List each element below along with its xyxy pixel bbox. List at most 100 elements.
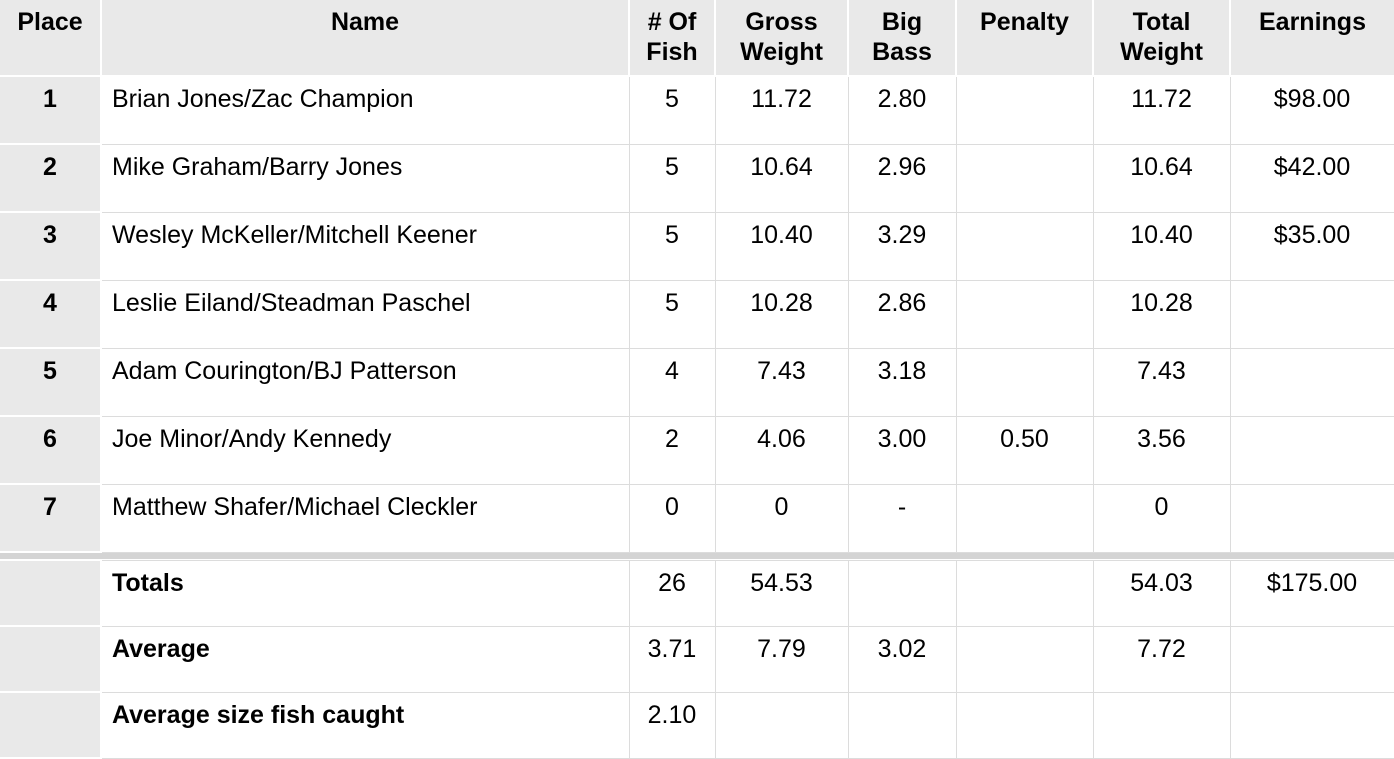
cell-place [0,559,102,627]
cell-gross: 11.72 [714,75,849,145]
cell-fish: 0 [628,483,716,553]
cell-total: 54.03 [1092,559,1231,627]
cell-earnings [1229,625,1394,693]
cell-name: Joe Minor/Andy Kennedy [100,415,630,485]
cell-name: Matthew Shafer/Michael Cleckler [100,483,630,553]
cell-place: 1 [0,75,102,145]
cell-earnings [1229,347,1394,417]
cell-earnings: $42.00 [1229,143,1394,213]
cell-fish: 5 [628,211,716,281]
cell-earnings: $98.00 [1229,75,1394,145]
cell-penalty [955,691,1094,759]
cell-place [0,691,102,759]
cell-name: Brian Jones/Zac Champion [100,75,630,145]
cell-big_bass: 3.02 [847,625,957,693]
cell-earnings [1229,691,1394,759]
summary-row: Average size fish caught 2.10 [0,691,1394,759]
cell-fish: 3.71 [628,625,716,693]
cell-total: 10.28 [1092,279,1231,349]
cell-name: Wesley McKeller/Mitchell Keener [100,211,630,281]
cell-gross: 10.40 [714,211,849,281]
summary-label: Totals [100,559,630,627]
column-header-fish: # Of Fish [628,0,716,77]
cell-earnings [1229,279,1394,349]
cell-total [1092,691,1231,759]
column-header-name: Name [100,0,630,77]
cell-penalty [955,483,1094,553]
cell-fish: 26 [628,559,716,627]
cell-big_bass: 2.96 [847,143,957,213]
cell-place: 5 [0,347,102,417]
cell-big_bass: - [847,483,957,553]
cell-total: 7.43 [1092,347,1231,417]
summary-row: Totals 26 54.53 54.03 $175.00 [0,559,1394,627]
cell-total: 7.72 [1092,625,1231,693]
cell-earnings: $35.00 [1229,211,1394,281]
cell-gross: 7.79 [714,625,849,693]
cell-gross: 7.43 [714,347,849,417]
cell-penalty [955,279,1094,349]
summary-row: Average 3.71 7.79 3.02 7.72 [0,625,1394,693]
cell-fish: 2 [628,415,716,485]
cell-penalty [955,559,1094,627]
cell-gross: 54.53 [714,559,849,627]
cell-name: Leslie Eiland/Steadman Paschel [100,279,630,349]
table-row: 1 Brian Jones/Zac Champion 5 11.72 2.80 11.72… [0,75,1394,145]
cell-place: 7 [0,483,102,553]
cell-place: 3 [0,211,102,281]
column-header-earnings: Earnings [1229,0,1394,77]
cell-penalty [955,211,1094,281]
cell-fish: 4 [628,347,716,417]
section-divider [0,552,1394,560]
cell-big_bass: 2.86 [847,279,957,349]
cell-place: 6 [0,415,102,485]
cell-place: 4 [0,279,102,349]
cell-total: 11.72 [1092,75,1231,145]
table-row: 4 Leslie Eiland/Steadman Paschel 5 10.28 2.8… [0,279,1394,349]
cell-big_bass: 3.29 [847,211,957,281]
column-header-big_bass: Big Bass [847,0,957,77]
cell-fish: 5 [628,279,716,349]
cell-big_bass: 3.00 [847,415,957,485]
cell-penalty [955,347,1094,417]
cell-gross: 4.06 [714,415,849,485]
cell-earnings: $175.00 [1229,559,1394,627]
cell-total: 0 [1092,483,1231,553]
cell-total: 10.40 [1092,211,1231,281]
cell-penalty [955,75,1094,145]
cell-big_bass: 3.18 [847,347,957,417]
cell-name: Mike Graham/Barry Jones [100,143,630,213]
cell-total: 10.64 [1092,143,1231,213]
cell-place: 2 [0,143,102,213]
column-header-gross: Gross Weight [714,0,849,77]
cell-name: Adam Courington/BJ Patterson [100,347,630,417]
table-row: 7 Matthew Shafer/Michael Cleckler 0 0-0 [0,483,1394,553]
cell-gross [714,691,849,759]
cell-fish: 5 [628,75,716,145]
cell-fish: 5 [628,143,716,213]
header-row: Place Name # Of Fish Gross Weight Big Bass Pe… [0,0,1394,77]
column-header-place: Place [0,0,102,77]
cell-big_bass [847,691,957,759]
cell-total: 3.56 [1092,415,1231,485]
cell-earnings [1229,483,1394,553]
cell-gross: 10.64 [714,143,849,213]
summary-label: Average [100,625,630,693]
table-row: 6 Joe Minor/Andy Kennedy 2 4.06 3.00 0.50 3.56 [0,415,1394,485]
summary-label: Average size fish caught [100,691,630,759]
table-row: 5 Adam Courington/BJ Patterson 4 7.43 3.18 7.… [0,347,1394,417]
cell-earnings [1229,415,1394,485]
section-divider-bar [0,552,1394,560]
cell-big_bass [847,559,957,627]
table-row: 2 Mike Graham/Barry Jones 5 10.64 2.96 10.64 $… [0,143,1394,213]
cell-penalty: 0.50 [955,415,1094,485]
cell-gross: 0 [714,483,849,553]
cell-penalty [955,625,1094,693]
cell-place [0,625,102,693]
table-row: 3 Wesley McKeller/Mitchell Keener 5 10.40 3.… [0,211,1394,281]
cell-penalty [955,143,1094,213]
cell-big_bass: 2.80 [847,75,957,145]
cell-gross: 10.28 [714,279,849,349]
column-header-penalty: Penalty [955,0,1094,77]
